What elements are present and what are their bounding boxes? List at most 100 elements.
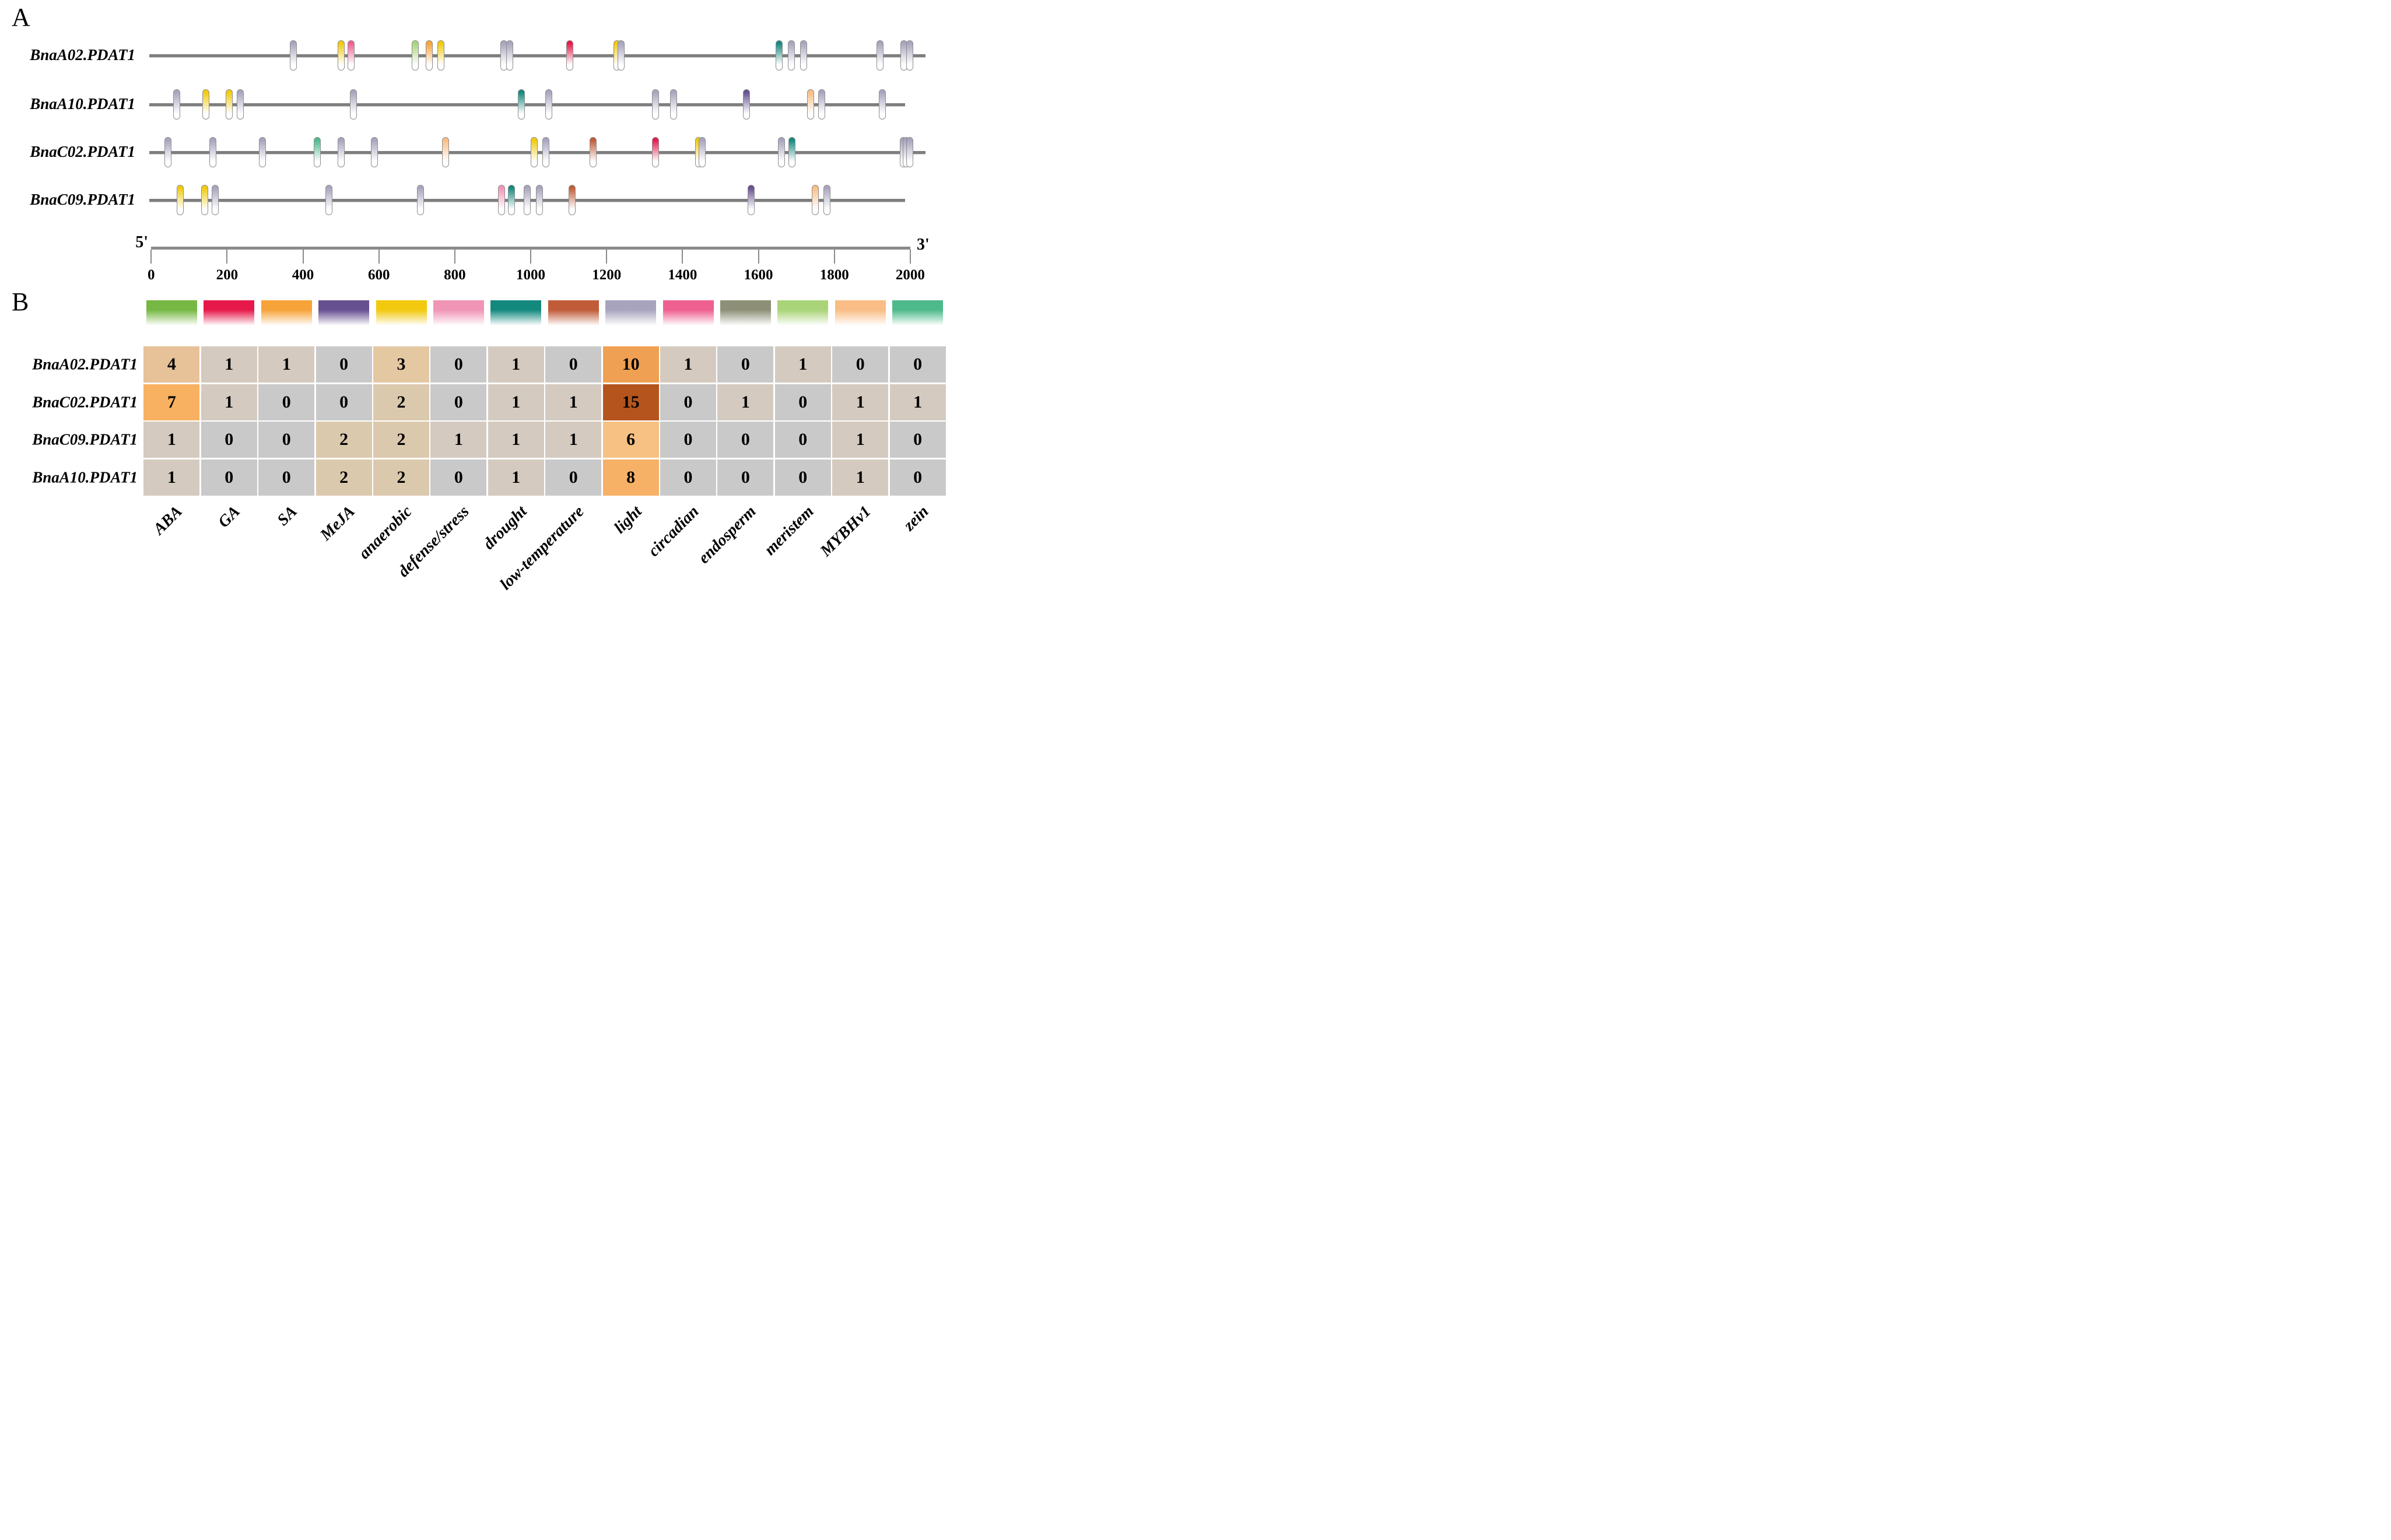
cis-element-anaerobic-icon [201, 185, 208, 215]
cis-element-light-icon [545, 89, 553, 120]
legend-swatch-drought-icon [490, 300, 542, 327]
cis-element-light-icon [237, 89, 244, 120]
cis-element-light-icon [669, 89, 677, 120]
gene-line [149, 54, 925, 57]
cis-element-light-icon [699, 137, 706, 167]
cis-element-light-icon [536, 185, 544, 215]
cis-element-anaerobic-icon [176, 185, 184, 215]
cis-element-mybhv1-icon [441, 137, 449, 167]
gene-track-label: BnaC09.PDAT1 [30, 190, 135, 208]
legend-swatch-aba-icon [146, 300, 197, 327]
heatmap-cell: 1 [660, 346, 716, 383]
heatmap-column-label: ABA [150, 502, 187, 539]
legend-swatch-mybhv1-icon [835, 300, 886, 327]
heatmap-cell: 0 [258, 384, 315, 420]
cis-element-mybhv1-icon [807, 89, 815, 120]
heatmap-cell: 0 [430, 459, 487, 496]
heatmap-cell: 0 [258, 422, 315, 458]
legend-swatch-ga-icon [204, 300, 255, 327]
cis-element-meja-icon [747, 185, 755, 215]
axis-tick-label: 1000 [516, 267, 546, 283]
heatmap-cell: 0 [315, 384, 372, 420]
heatmap-row-label: BnaC09.PDAT1 [32, 430, 138, 448]
five-prime-label: 5' [135, 233, 148, 251]
legend-swatch-anaerobic-icon [376, 300, 427, 327]
heatmap-cell: 0 [545, 346, 602, 383]
three-prime-label: 3' [917, 236, 930, 254]
legend-swatch-endosperm-icon [720, 300, 771, 327]
gene-track-label: BnaA02.PDAT1 [30, 45, 135, 64]
heatmap-cell: 1 [717, 384, 774, 420]
cis-element-light-icon [337, 137, 345, 167]
heatmap-cell: 1 [488, 459, 544, 496]
cis-element-light-icon [651, 89, 659, 120]
cis-element-anaerobic-icon [337, 40, 345, 71]
axis-tick-label: 1600 [744, 267, 773, 283]
cis-element-light-icon [788, 40, 795, 71]
heatmap-cell: 0 [660, 384, 716, 420]
heatmap-cell: 0 [660, 422, 716, 458]
cis-element-defense-stress-icon [497, 185, 505, 215]
cis-element-light-icon [506, 40, 513, 71]
heatmap-cell: 1 [832, 422, 889, 458]
heatmap-cell: 1 [774, 346, 831, 383]
heatmap-cell: 1 [488, 384, 544, 420]
cis-element-zein-icon [313, 137, 321, 167]
figure-canvas: A B 5' 3' BnaA02.PDAT1 BnaA10.PDAT1 BnaC02… [0, 0, 956, 616]
heatmap-row-label: BnaA10.PDAT1 [32, 468, 138, 486]
axis-tick-label: 200 [216, 267, 239, 283]
cis-element-anaerobic-icon [437, 40, 445, 71]
heatmap-cell: 1 [488, 422, 544, 458]
legend-swatch-defense-stress-icon [433, 300, 484, 327]
cis-element-light-icon [542, 137, 550, 167]
heatmap-cell: 1 [258, 346, 315, 383]
heatmap-cell: 0 [717, 459, 774, 496]
cis-element-light-icon [906, 40, 913, 71]
legend-swatch-circadian-icon [662, 300, 714, 327]
heatmap-cell: 2 [373, 384, 429, 420]
cis-element-light-icon [164, 137, 171, 167]
cis-element-light-icon [173, 89, 181, 120]
heatmap-cell: 1 [201, 346, 257, 383]
heatmap-row-label: BnaA02.PDAT1 [32, 355, 138, 373]
cis-element-light-icon [370, 137, 378, 167]
gene-track-label: BnaC02.PDAT1 [30, 142, 135, 160]
scale-ruler [151, 247, 910, 250]
legend-swatch-meja-icon [318, 300, 370, 327]
heatmap-cell: 4 [143, 346, 200, 383]
axis-tick [226, 250, 228, 264]
panel-a-label: A [12, 3, 30, 31]
heatmap-cell: 0 [889, 346, 946, 383]
heatmap-cell: 1 [832, 384, 889, 420]
heatmap-cell: 0 [774, 459, 831, 496]
heatmap-cell: 0 [717, 346, 774, 383]
axis-tick [530, 250, 532, 264]
cis-element-low-temperature-icon [568, 185, 576, 215]
heatmap-cell: 0 [430, 346, 487, 383]
cis-element-light-icon [350, 89, 357, 120]
cis-element-light-icon [524, 185, 531, 215]
cis-element-light-icon [325, 185, 332, 215]
legend-swatch-meristem-icon [777, 300, 829, 327]
axis-tick-label: 1800 [819, 267, 849, 283]
heatmap-cell: 2 [373, 422, 429, 458]
cis-element-low-temperature-icon [589, 137, 597, 167]
heatmap-cell: 2 [373, 459, 429, 496]
axis-tick [454, 250, 455, 264]
heatmap-cell: 0 [315, 346, 372, 383]
cis-element-light-icon [878, 89, 886, 120]
cis-element-anaerobic-icon [202, 89, 209, 120]
cis-element-light-icon [906, 137, 913, 167]
axis-tick [378, 250, 380, 264]
cis-element-circadian-icon [348, 40, 355, 71]
axis-tick [909, 250, 911, 264]
heatmap-cell: 0 [660, 459, 716, 496]
cis-element-anaerobic-icon [225, 89, 233, 120]
heatmap-cell: 0 [774, 384, 831, 420]
axis-tick-label: 0 [147, 267, 155, 283]
cis-element-anaerobic-icon [530, 137, 538, 167]
axis-tick [682, 250, 683, 264]
cis-element-light-icon [777, 137, 785, 167]
cis-element-light-icon [823, 185, 831, 215]
axis-tick-label: 2000 [895, 267, 925, 283]
